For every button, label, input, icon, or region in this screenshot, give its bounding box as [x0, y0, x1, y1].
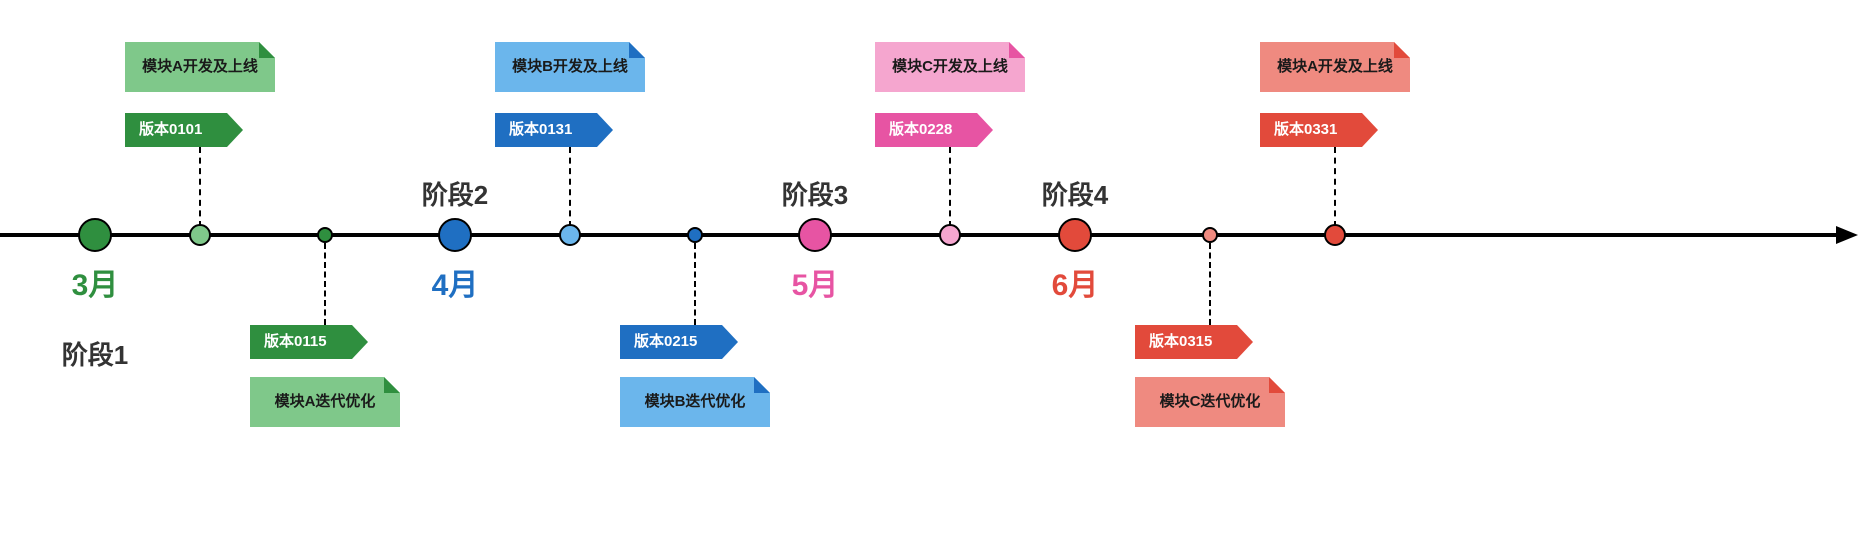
- version-tag: 版本0101: [125, 113, 243, 147]
- event-node: [189, 224, 211, 246]
- axis-arrowhead: [1836, 226, 1858, 244]
- event-node: [687, 227, 703, 243]
- month-node: [798, 218, 832, 252]
- connector: [694, 243, 696, 325]
- event-node: [559, 224, 581, 246]
- connector: [324, 243, 326, 325]
- event-card: 模块A开发及上线: [125, 42, 275, 92]
- event-node: [1202, 227, 1218, 243]
- month-label: 3月: [72, 260, 119, 304]
- connector: [1209, 243, 1211, 325]
- version-tag: 版本0115: [250, 325, 368, 359]
- month-node: [1058, 218, 1092, 252]
- event-card: 模块A迭代优化: [250, 377, 400, 427]
- event-card: 模块C迭代优化: [1135, 377, 1285, 427]
- timeline-diagram: 3月 4月 5月 6月阶段1 阶段2 阶段3 阶段4 版本0101 模块A开发及上线版本0115…: [0, 0, 1861, 540]
- month-label: 5月: [792, 260, 839, 304]
- event-card-label: 模块C开发及上线: [892, 58, 1008, 75]
- month-node: [438, 218, 472, 252]
- event-card: 模块B迭代优化: [620, 377, 770, 427]
- event-node: [317, 227, 333, 243]
- connector: [949, 147, 951, 227]
- connector: [1334, 147, 1336, 227]
- axis-line: [0, 233, 1838, 237]
- connector: [569, 147, 571, 227]
- phase-label: 阶段1: [62, 335, 128, 372]
- version-tag: 版本0131: [495, 113, 613, 147]
- connector: [199, 147, 201, 227]
- event-card-label: 模块A开发及上线: [1277, 58, 1393, 75]
- month-node: [78, 218, 112, 252]
- phase-label: 阶段2: [422, 175, 488, 212]
- event-card-label: 模块A迭代优化: [275, 393, 376, 410]
- event-card-label: 模块B开发及上线: [512, 58, 628, 75]
- phase-label: 阶段4: [1042, 175, 1108, 212]
- event-card: 模块A开发及上线: [1260, 42, 1410, 92]
- event-card: 模块C开发及上线: [875, 42, 1025, 92]
- event-card: 模块B开发及上线: [495, 42, 645, 92]
- version-tag: 版本0331: [1260, 113, 1378, 147]
- event-node: [1324, 224, 1346, 246]
- month-label: 4月: [432, 260, 479, 304]
- version-tag: 版本0228: [875, 113, 993, 147]
- event-card-label: 模块A开发及上线: [142, 58, 258, 75]
- version-tag: 版本0315: [1135, 325, 1253, 359]
- event-card-label: 模块C迭代优化: [1160, 393, 1261, 410]
- version-tag: 版本0215: [620, 325, 738, 359]
- event-node: [939, 224, 961, 246]
- phase-label: 阶段3: [782, 175, 848, 212]
- event-card-label: 模块B迭代优化: [645, 393, 746, 410]
- month-label: 6月: [1052, 260, 1099, 304]
